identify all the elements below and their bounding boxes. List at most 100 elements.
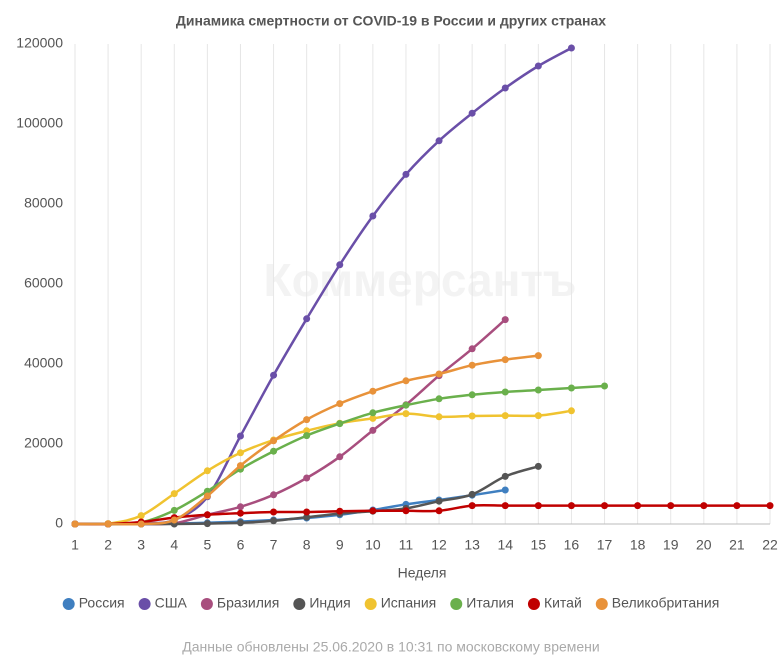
legend-label: Испания: [381, 595, 437, 611]
data-point: [501, 316, 509, 324]
x-tick-label: 19: [663, 537, 679, 553]
x-tick-label: 18: [630, 537, 646, 553]
data-point: [203, 520, 211, 528]
x-tick-label: 20: [696, 537, 712, 553]
legend-label: США: [155, 595, 188, 611]
legend-label: Великобритания: [612, 595, 720, 611]
data-point: [369, 414, 377, 422]
data-point: [534, 386, 542, 394]
series-line: [74, 409, 572, 526]
x-tick-label: 2: [104, 537, 112, 553]
data-point: [236, 519, 244, 527]
data-point: [501, 502, 509, 510]
data-point: [270, 447, 278, 455]
data-point: [402, 170, 410, 178]
series-line: [75, 318, 507, 526]
series: [71, 352, 542, 528]
x-tick-label: 15: [531, 537, 547, 553]
x-axis-label: Неделя: [398, 565, 447, 581]
data-point: [567, 44, 575, 52]
data-point: [270, 491, 278, 499]
data-point: [601, 502, 609, 510]
x-tick-label: 13: [464, 537, 480, 553]
x-tick-label: 11: [399, 537, 414, 553]
data-point: [236, 462, 244, 470]
data-point: [468, 361, 476, 369]
data-point: [435, 497, 443, 505]
watermark: Коммерсантъ: [264, 254, 577, 306]
data-point: [303, 474, 311, 482]
data-point: [468, 490, 476, 498]
y-tick-label: 0: [55, 515, 63, 531]
y-tick-label: 80000: [24, 195, 63, 211]
chart-title: Динамика смертности от COVID-19 в России…: [176, 13, 606, 29]
grid: [74, 44, 771, 524]
data-point: [137, 512, 145, 520]
series: [71, 502, 774, 528]
data-point: [402, 401, 410, 409]
data-point: [303, 513, 311, 521]
y-tick-label: 120000: [16, 35, 63, 51]
data-point: [733, 502, 741, 510]
data-point: [369, 409, 377, 417]
data-point: [336, 453, 344, 461]
x-tick-label: 8: [303, 537, 311, 553]
data-point: [402, 410, 410, 418]
data-point: [402, 507, 410, 515]
x-tick-label: 1: [71, 537, 79, 553]
data-point: [468, 345, 476, 353]
x-tick-label: 14: [497, 537, 513, 553]
data-point: [104, 520, 112, 528]
legend-label: Бразилия: [217, 595, 279, 611]
data-point: [303, 432, 311, 440]
data-point: [402, 377, 410, 385]
data-point: [667, 502, 675, 510]
data-point: [567, 384, 575, 392]
data-point: [534, 462, 542, 470]
legend-marker: [364, 598, 377, 610]
data-point: [501, 412, 509, 420]
legend-marker: [138, 598, 151, 610]
legend-label: Китай: [544, 595, 582, 611]
data-point: [435, 507, 443, 515]
data-point: [435, 413, 443, 421]
data-point: [766, 502, 774, 510]
data-point: [236, 509, 244, 517]
data-point: [203, 467, 211, 475]
data-point: [303, 416, 311, 424]
data-point: [336, 261, 344, 269]
legend-marker: [62, 598, 75, 610]
data-point: [303, 427, 311, 435]
data-point: [601, 382, 609, 390]
data-point: [501, 486, 509, 494]
x-tick-label: 3: [137, 537, 145, 553]
data-point: [270, 508, 278, 516]
y-tick-label: 40000: [24, 355, 63, 371]
x-tick-label: 5: [203, 537, 211, 553]
data-point: [501, 356, 509, 364]
x-tick-label: 22: [762, 537, 778, 553]
x-tick-label: 12: [431, 537, 447, 553]
x-tick-label: 17: [597, 537, 613, 553]
data-point: [170, 490, 178, 498]
data-point: [369, 507, 377, 515]
legend-label: Россия: [79, 595, 125, 611]
x-tick-label: 6: [237, 537, 245, 553]
data-point: [435, 395, 443, 403]
data-point: [700, 502, 708, 510]
data-point: [303, 315, 311, 323]
legend-marker: [595, 598, 608, 610]
data-point: [567, 407, 575, 415]
data-point: [236, 503, 244, 511]
data-point: [71, 520, 79, 528]
data-point: [534, 62, 542, 70]
legend-marker: [527, 598, 540, 610]
series-line: [74, 503, 770, 526]
x-tick-label: 16: [564, 537, 580, 553]
data-point: [369, 426, 377, 434]
data-point: [435, 137, 443, 145]
data-point: [170, 516, 178, 524]
data-point: [634, 502, 642, 510]
y-tick-label: 60000: [24, 275, 63, 291]
